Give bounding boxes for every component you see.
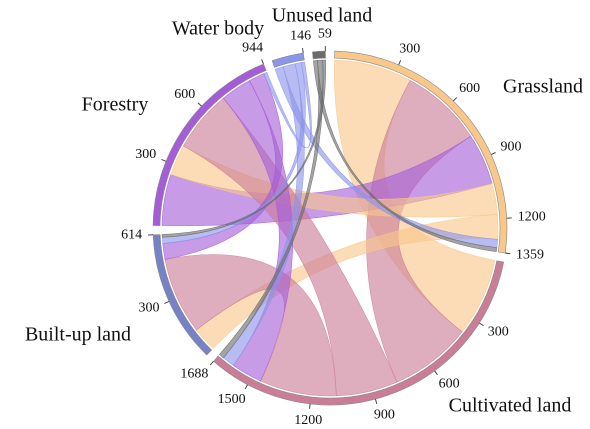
sector-arc [152, 234, 213, 356]
tick-label: 600 [439, 377, 460, 392]
ribbon [161, 62, 306, 244]
tick-label: 59 [318, 26, 332, 41]
tick-mark [261, 59, 264, 65]
tick-label: 600 [174, 87, 195, 102]
ribbon [170, 145, 498, 218]
tick-label: 146 [290, 28, 311, 43]
tick-mark [244, 384, 248, 390]
tick-label: 944 [242, 40, 263, 55]
sector-label: Grassland [503, 76, 583, 98]
ribbon [162, 73, 284, 260]
sector-label: Unused land [272, 5, 373, 27]
tick-mark [374, 398, 378, 405]
tick-mark [197, 102, 202, 107]
sector-arc [334, 50, 508, 254]
tick-label: 300 [488, 324, 509, 339]
tick-label: 900 [374, 408, 395, 423]
sector-label: Forestry [82, 94, 149, 116]
tick-label: 1200 [294, 413, 322, 428]
ribbons [161, 59, 499, 397]
tick-mark [301, 48, 304, 54]
tick-label: 1359 [516, 248, 544, 263]
ribbon [161, 59, 326, 238]
tick-mark [209, 360, 214, 366]
tick-label: 600 [459, 81, 480, 96]
tick-label: 300 [135, 147, 156, 162]
sector-label: Built-up land [25, 324, 131, 346]
tick-label: 1200 [518, 209, 546, 224]
tick-mark [490, 152, 496, 156]
tick-mark [398, 60, 402, 66]
tick-mark [452, 97, 458, 102]
tick-mark [309, 403, 311, 409]
sector-label: Cultivated land [449, 395, 572, 417]
tick-mark [505, 252, 511, 255]
ribbon [263, 61, 312, 149]
sector-arc [312, 50, 326, 60]
tick-mark [479, 322, 484, 327]
tick-mark [434, 370, 438, 376]
sector-label: Water body [172, 18, 264, 40]
tick-mark [164, 301, 170, 304]
tick-label: 1500 [218, 392, 246, 407]
tick-mark [161, 158, 167, 162]
tick-label: 300 [138, 301, 159, 316]
tick-label: 900 [501, 140, 522, 155]
sector-arc [213, 260, 505, 406]
sector-arc [271, 52, 305, 68]
tick-label: 300 [399, 41, 420, 56]
tick-label: 614 [121, 228, 142, 243]
tick-label: 1688 [180, 366, 208, 381]
